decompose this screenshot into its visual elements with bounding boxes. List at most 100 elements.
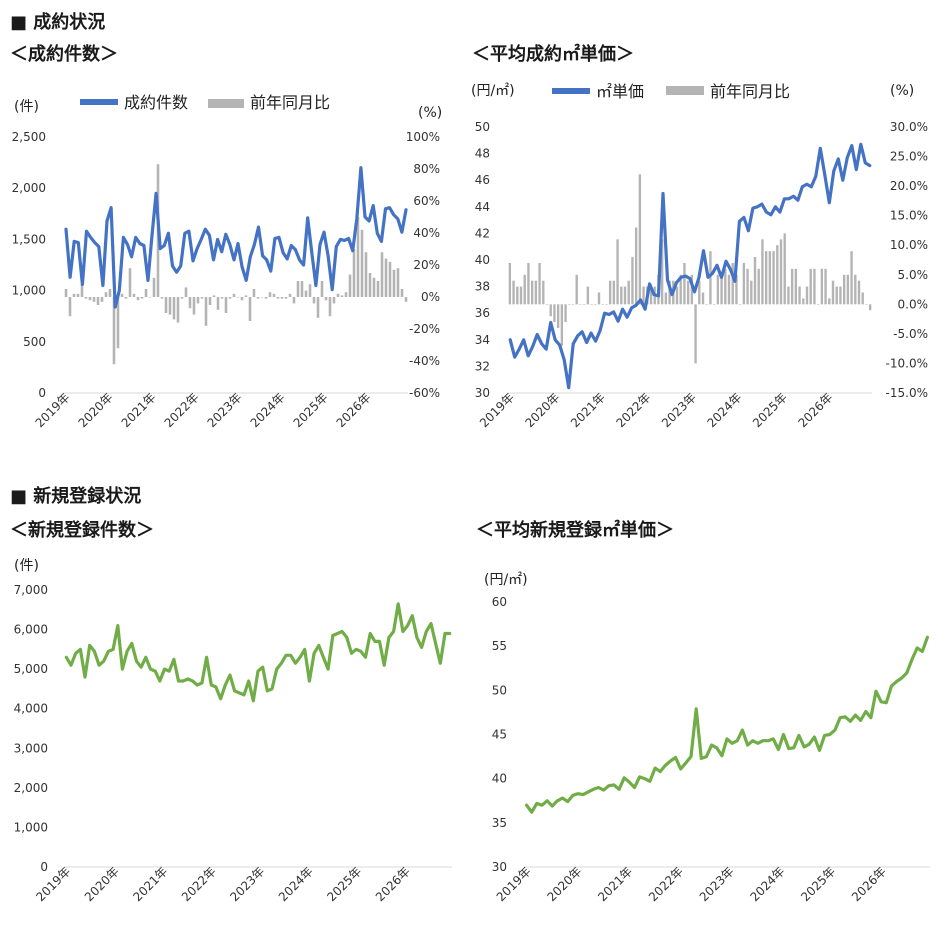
closings-yoy-bar (404, 297, 408, 302)
closing-price-legend-bar-swatch (666, 86, 704, 95)
closing-price-yoy-bar (664, 292, 668, 305)
closings-yoy-bar (292, 297, 296, 304)
closing-price-yoy-bar (712, 304, 716, 305)
closings-yoy-bar (320, 281, 324, 297)
closings-yoy-bar (68, 297, 72, 317)
closings-y2-tick-label: 80% (413, 162, 440, 176)
closings-yoy-bar (72, 293, 76, 297)
closing-price-legend-line-label: ㎡単価 (596, 82, 644, 101)
closing-price-yoy-bar (631, 257, 634, 305)
new-price-x-tick-label: 2023年 (697, 864, 737, 904)
closings-yoy-bar (228, 297, 232, 299)
closings-yoy-bar (264, 297, 268, 299)
closing-price-yoy-bar (679, 274, 682, 305)
closing-price-yoy-bar (698, 280, 701, 305)
new-listings-x-tick-label: 2021年 (130, 864, 170, 904)
closing-price-yoy-bar (675, 286, 679, 305)
closings-yoy-bar (244, 295, 248, 297)
closing-price-x-tick-label: 2023年 (659, 390, 699, 430)
closings-yoy-bar (236, 297, 240, 298)
closings-yoy-bar (104, 292, 108, 297)
closings-y2-tick-label: -20% (409, 322, 440, 336)
closings-yoy-bar (216, 297, 220, 310)
new-listings-y-tick-label: 6,000 (14, 623, 48, 637)
closing-price-yoy-bar (690, 274, 694, 305)
closing-price-yoy-bar (623, 286, 627, 305)
closings-yoy-bar (88, 297, 92, 301)
closings-yoy-bar (240, 297, 244, 301)
closing-price-x-tick-label: 2024年 (704, 390, 744, 430)
closing-price-series-line (508, 142, 872, 390)
closing-price-y2-tick-label: 20.0% (890, 179, 928, 193)
closing-price-yoy-bar (634, 227, 638, 305)
closing-price-yoy-bar (649, 286, 653, 305)
closings-yoy-bar (152, 277, 156, 297)
closings-yoy-bars (64, 164, 408, 365)
closings-yoy-bar (312, 297, 316, 304)
closing-price-yoy-bar (828, 298, 831, 305)
closing-price-yoy-bar (824, 268, 827, 305)
closings-yoy-bar (144, 289, 148, 297)
closing-price-yoy-bar (820, 268, 824, 305)
closings-yoy-bar (304, 290, 308, 297)
closings-yoy-bar (124, 297, 128, 299)
closings-series-line (64, 166, 408, 309)
closings-yoy-bar (212, 295, 216, 297)
new-listings-x-tick-label: 2024年 (276, 864, 316, 904)
section-heading-new-listings: ■ 新規登録状況 (10, 486, 142, 507)
closings-yoy-bar (368, 273, 372, 297)
closing-price-y-tick-label: 30 (475, 386, 490, 400)
closings-x-tick-label: 2021年 (119, 390, 159, 430)
closing-price-yoy-bar (846, 274, 850, 305)
closing-price-y-tick-label: 44 (475, 200, 490, 214)
new-listings-line (64, 602, 452, 703)
new-listings-x-tick-label: 2023年 (227, 864, 267, 904)
closings-x-tick-label: 2026年 (334, 390, 374, 430)
closing-price-x-tick-label: 2022年 (613, 390, 653, 430)
closing-price-yoy-bar (575, 274, 578, 305)
closing-price-yoy-bar (586, 286, 590, 305)
new-price-x-tick-label: 2021年 (595, 864, 635, 904)
new-price-y-tick-label: 45 (492, 728, 507, 742)
closings-yoy-bar (136, 297, 140, 301)
closings-yoy-bar (284, 297, 288, 299)
closing-price-x-tick-label: 2025年 (750, 390, 790, 430)
closings-chart: (件) (%) 成約件数 前年同月比 0 500 1,000 1,500 2,000 2,… (12, 93, 443, 430)
closing-price-yoy-bar (553, 304, 556, 323)
closings-yoy-bar (328, 297, 332, 317)
closing-price-left-unit: (円/㎡) (471, 83, 515, 99)
closing-price-y2-tick-label: 15.0% (890, 209, 928, 223)
closings-left-unit: (件) (14, 99, 39, 115)
closing-price-yoy-bar (549, 304, 552, 317)
closing-price-yoy-bar (720, 274, 723, 305)
closings-yoy-bar (100, 297, 104, 302)
closing-price-x-tick-label: 2020年 (522, 390, 562, 430)
closing-price-yoy-bar (709, 251, 712, 305)
closing-price-yoy-bar (638, 174, 642, 305)
new-listings-left-unit: (件) (14, 558, 39, 574)
closings-y2-tick-label: 60% (413, 194, 440, 208)
closing-price-yoy-bar (768, 251, 772, 305)
closings-yoy-bar (364, 252, 368, 297)
closings-yoy-bar (120, 293, 124, 297)
closing-price-y2-tick-label: 5.0% (898, 268, 929, 282)
new-listings-y-tick-label: 4,000 (14, 702, 48, 716)
closings-yoy-bar (76, 293, 80, 297)
closing-price-yoy-bar (594, 304, 597, 305)
closings-yoy-bar (208, 297, 212, 305)
closings-yoy-bar (160, 297, 164, 299)
closing-price-yoy-bar (809, 268, 812, 305)
closing-price-yoy-bar (805, 286, 809, 305)
closings-y2-tick-label: -60% (409, 386, 440, 400)
closings-yoy-bar (344, 292, 348, 297)
closing-price-yoy-bar (545, 304, 549, 305)
closings-yoy-bar (396, 268, 400, 297)
section-heading-closings: ■ 成約状況 (10, 12, 106, 33)
new-listings-y-tick-label: 2,000 (14, 781, 48, 795)
closings-y2-tick-label: -40% (409, 354, 440, 368)
closings-y-tick-label: 1,000 (12, 284, 46, 298)
closing-price-yoy-bar (802, 298, 805, 305)
new-price-x-tick-label: 2024年 (747, 864, 787, 904)
closing-price-yoy-bar (764, 251, 768, 305)
new-listings-y-tick-label: 1,000 (14, 820, 48, 834)
